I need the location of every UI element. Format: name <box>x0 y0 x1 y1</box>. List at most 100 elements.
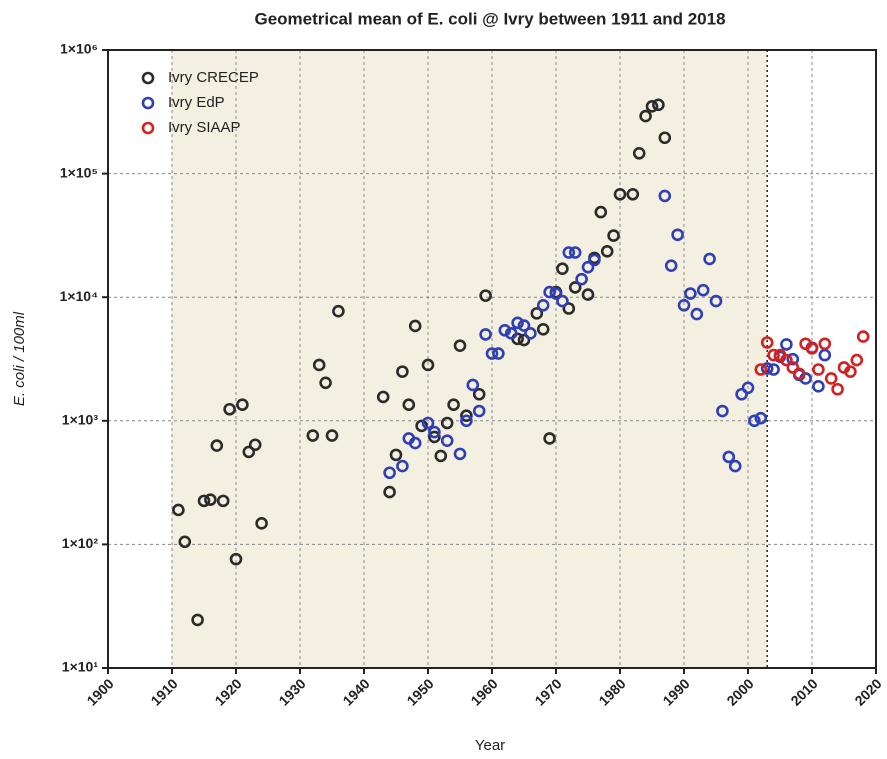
data-point <box>389 448 403 462</box>
data-point <box>690 307 704 321</box>
data-point <box>543 432 556 445</box>
data-point <box>767 348 780 362</box>
data-point <box>639 109 652 123</box>
data-point <box>850 353 864 367</box>
data-point <box>556 294 569 308</box>
data-point <box>396 459 409 473</box>
data-point <box>652 98 665 112</box>
data-point <box>780 338 793 351</box>
data-point <box>562 246 576 259</box>
legend-marker <box>141 96 155 110</box>
data-point <box>607 229 620 242</box>
data-point <box>383 466 396 480</box>
x-tick-label: 2000 <box>723 675 756 708</box>
y-tick-label: 1×10⁵ <box>60 164 98 180</box>
data-point <box>549 287 563 300</box>
data-point <box>517 333 531 347</box>
data-point <box>556 262 569 276</box>
data-point <box>568 281 582 294</box>
x-tick-label: 2020 <box>851 675 884 708</box>
data-point <box>632 146 646 160</box>
data-point <box>383 485 396 499</box>
data-point <box>248 438 262 452</box>
data-point <box>178 535 192 549</box>
legend-marker <box>141 121 155 135</box>
data-point <box>677 298 691 312</box>
data-point <box>229 552 243 566</box>
data-point <box>767 363 780 376</box>
data-point <box>786 361 800 374</box>
data-point <box>818 348 832 362</box>
legend-label: Ivry EdP <box>168 94 225 111</box>
data-point <box>191 613 204 627</box>
legend-marker <box>141 71 155 85</box>
data-point <box>319 376 332 390</box>
x-tick-label: 1930 <box>275 675 308 708</box>
data-point <box>703 252 716 266</box>
data-point <box>735 387 748 401</box>
data-point <box>831 382 844 396</box>
data-point <box>812 380 825 393</box>
data-point <box>709 294 723 308</box>
data-point <box>466 378 480 392</box>
data-point <box>543 285 556 299</box>
data-point <box>172 503 185 517</box>
data-point <box>588 253 601 267</box>
data-point <box>421 358 435 372</box>
data-point <box>306 429 320 442</box>
data-point <box>453 339 467 353</box>
data-point <box>511 316 524 330</box>
data-point <box>722 450 736 464</box>
x-axis-label: Year <box>475 737 505 754</box>
data-point <box>792 367 806 381</box>
legend-label: Ivry CRECEP <box>168 69 259 86</box>
data-point <box>594 205 608 219</box>
x-tick-label: 1920 <box>211 675 244 708</box>
data-point <box>223 402 236 416</box>
data-point <box>332 304 345 318</box>
data-point <box>408 319 422 333</box>
y-tick-label: 1×10² <box>62 535 99 551</box>
data-point <box>428 425 441 439</box>
data-point <box>671 228 684 242</box>
data-point <box>562 302 576 315</box>
data-point <box>536 298 550 312</box>
x-tick-label: 1990 <box>659 675 692 708</box>
data-point <box>376 390 390 404</box>
data-point <box>440 416 454 430</box>
data-point <box>741 381 755 395</box>
y-axis-label: E. coli / 100ml <box>11 311 28 406</box>
data-point <box>645 100 659 113</box>
data-point <box>460 409 473 422</box>
data-point <box>408 436 422 450</box>
data-point <box>844 365 857 378</box>
x-tick-label: 1970 <box>531 675 564 708</box>
data-point <box>581 260 595 274</box>
x-tick-label: 1960 <box>467 675 500 708</box>
plot-frame <box>107 49 877 669</box>
data-point <box>524 327 537 340</box>
data-point <box>434 449 448 463</box>
data-point <box>312 358 326 372</box>
data-point <box>402 398 416 411</box>
data-point <box>216 494 230 508</box>
data-point <box>479 289 492 302</box>
data-point <box>684 287 697 300</box>
data-point <box>517 319 531 332</box>
data-point <box>428 430 441 444</box>
data-point <box>664 259 678 272</box>
data-point <box>658 131 672 145</box>
data-point <box>460 414 473 428</box>
data-point <box>581 288 595 301</box>
data-point <box>818 337 832 351</box>
data-point <box>325 429 339 442</box>
data-point <box>754 411 768 425</box>
x-tick-label: 1980 <box>595 675 628 708</box>
data-point <box>396 365 409 378</box>
data-point <box>575 272 588 286</box>
data-point <box>440 434 454 448</box>
data-point <box>716 404 729 418</box>
y-tick-label: 1×10³ <box>62 412 99 428</box>
data-point <box>421 416 435 430</box>
